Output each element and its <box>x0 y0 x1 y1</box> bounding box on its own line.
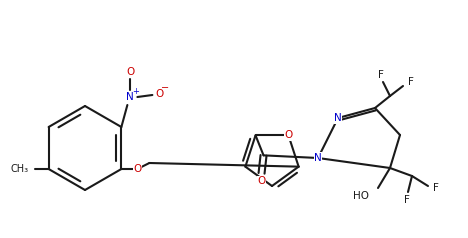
Text: F: F <box>404 195 410 205</box>
Text: O: O <box>126 67 134 77</box>
Text: N: N <box>126 92 134 102</box>
Text: −: − <box>161 83 169 93</box>
Text: O: O <box>257 176 266 186</box>
Text: HO: HO <box>353 191 369 201</box>
Text: +: + <box>132 86 139 95</box>
Text: CH₃: CH₃ <box>10 164 29 174</box>
Text: O: O <box>285 130 292 140</box>
Text: F: F <box>433 183 439 193</box>
Text: F: F <box>408 77 414 87</box>
Text: N: N <box>314 153 322 163</box>
Text: O: O <box>133 164 141 174</box>
Text: O: O <box>155 89 163 99</box>
Text: F: F <box>378 70 384 80</box>
Text: N: N <box>334 113 342 123</box>
